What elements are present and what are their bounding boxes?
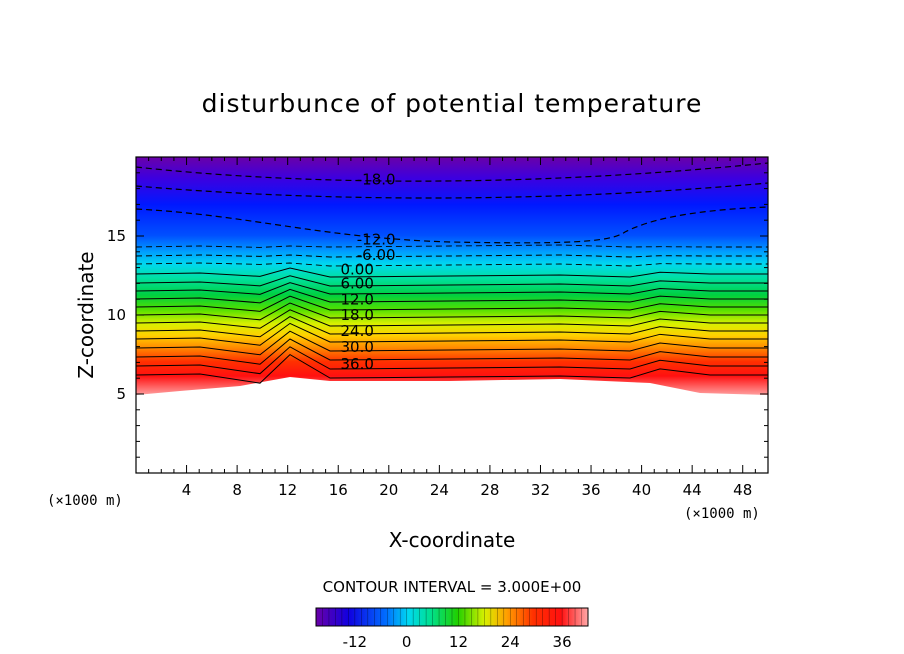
x-tick-label: 16 — [329, 481, 348, 499]
x-tick-label: 24 — [430, 481, 449, 499]
positive-contour-line — [136, 316, 768, 338]
chart-title: disturbunce of potential temperature — [202, 89, 703, 118]
colorbar-tick-label: 36 — [553, 633, 572, 651]
x-tick-label: 48 — [733, 481, 752, 499]
x-tick-label: 40 — [632, 481, 651, 499]
positive-contour-line — [136, 338, 768, 365]
x-tick-label: 20 — [379, 481, 398, 499]
positive-contour-line — [136, 330, 768, 356]
negative-contour-line — [136, 162, 768, 182]
negative-contour-line — [136, 182, 768, 199]
colorbar: -12 0 12 24 36 — [315, 607, 589, 651]
contour-label: 30.0 — [340, 338, 373, 356]
negative-contour-line — [136, 262, 768, 267]
positive-contour-line — [136, 302, 768, 321]
contour-label: -18.0 — [357, 170, 396, 188]
positive-contour-line — [136, 295, 768, 312]
contour-label: 24.0 — [340, 322, 373, 340]
negative-contour-line — [136, 254, 768, 258]
contour-label: -6.00 — [357, 246, 396, 264]
contour-label: 36.0 — [340, 355, 373, 373]
x-axis-label: X-coordinate — [389, 528, 516, 552]
plot-area — [136, 157, 768, 395]
colorbar-tick-label: 12 — [449, 633, 468, 651]
x-tick-label: 36 — [581, 481, 600, 499]
positive-contour-line — [136, 309, 768, 329]
x-tick-label: 32 — [531, 481, 550, 499]
positive-contour-line — [136, 275, 768, 287]
contour-interval-text: CONTOUR INTERVAL = 3.000E+00 — [323, 578, 582, 596]
contour-lines — [136, 162, 768, 384]
colorbar-frame — [315, 607, 589, 627]
contour-labels: -18.0 -12.0-6.000.006.0012.018.024.030.03… — [340, 170, 396, 373]
x-tick-label: 8 — [232, 481, 242, 499]
y-tick-label: 10 — [107, 306, 126, 324]
colorbar-tick-label: -12 — [343, 633, 368, 651]
y-tick-label: 15 — [107, 227, 126, 245]
x-tick-label: 28 — [480, 481, 499, 499]
positive-contour-line — [136, 288, 768, 304]
colorbar-ticks: -12 0 12 24 36 — [343, 633, 572, 651]
y-tick-label: 5 — [116, 385, 126, 403]
negative-contour-line — [136, 206, 768, 244]
negative-contour-line — [136, 244, 768, 248]
x-tick-label: 4 — [182, 481, 192, 499]
contour-label: 0.00 — [340, 260, 373, 278]
positive-contour-line — [136, 322, 768, 346]
x-tick-label: 12 — [278, 481, 297, 499]
y-axis-label: Z-coordinate — [74, 251, 98, 378]
contour-label: -12.0 — [357, 230, 396, 248]
x-tick-label: 44 — [683, 481, 702, 499]
contour-label: 12.0 — [340, 290, 373, 308]
positive-contour-line — [136, 267, 768, 278]
x-unit-label: (×1000 m) — [684, 506, 760, 522]
colorbar-tick-label: 24 — [501, 633, 520, 651]
positive-contour-line — [136, 353, 768, 384]
colorbar-tick-label: 0 — [402, 633, 412, 651]
contour-label: 6.00 — [340, 275, 373, 293]
positive-contour-line — [136, 346, 768, 375]
positive-contour-line — [136, 282, 768, 295]
z-unit-label: (×1000 m) — [47, 493, 123, 509]
contour-label: 18.0 — [340, 306, 373, 324]
colorbar-segments — [322, 608, 582, 626]
